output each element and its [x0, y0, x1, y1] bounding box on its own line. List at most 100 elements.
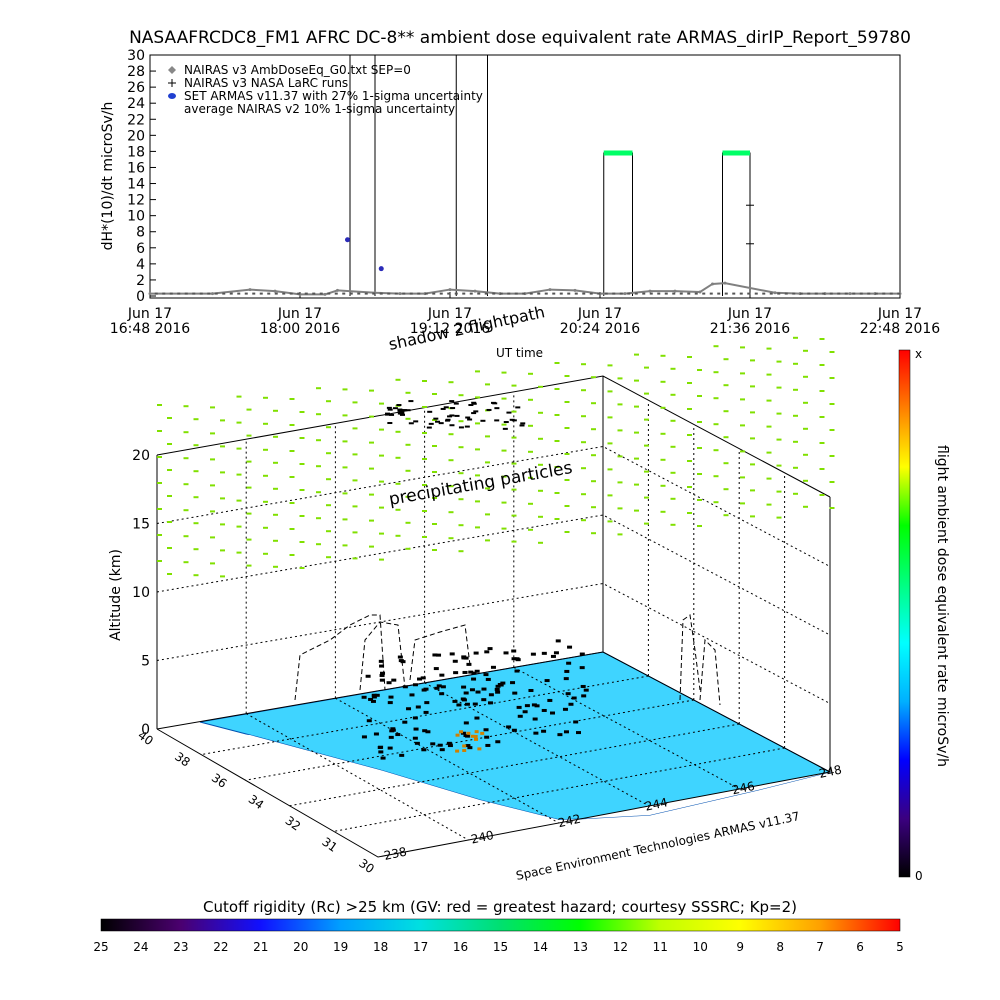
dose-colorbar-fill — [898, 349, 911, 878]
flight-track-point — [472, 702, 478, 706]
nairas-point — [648, 289, 652, 293]
nairas-point — [623, 292, 627, 296]
nairas-baseline-point — [342, 292, 346, 295]
flight-shadow-point — [426, 426, 432, 429]
flight-track-point — [368, 697, 374, 701]
flight-track-point — [378, 659, 384, 663]
floor-gridline — [201, 675, 649, 756]
nairas-baseline-point — [672, 292, 676, 295]
flight-track-point — [530, 652, 536, 656]
rigidity-tick-label: 9 — [736, 940, 744, 954]
nairas-baseline-point — [409, 292, 413, 295]
floor-gridline — [333, 747, 785, 832]
nairas-point — [773, 291, 777, 295]
flight-shadow-point — [520, 422, 526, 425]
flight-track-point — [533, 731, 539, 735]
dose-spike-line — [349, 54, 376, 296]
flight-track-point — [377, 745, 383, 749]
flight-shadow-point — [473, 410, 479, 413]
x-tick-label-date: Jun 17 — [427, 306, 472, 322]
x-tick-label-date: Jun 17 — [877, 306, 922, 322]
flight-shadow-point — [515, 406, 521, 409]
nairas-point — [248, 288, 252, 292]
floor-gridline — [289, 723, 740, 807]
flight-track-point — [563, 677, 569, 681]
flight-track-point — [547, 698, 553, 702]
nairas-baseline-point — [184, 292, 188, 295]
flight-track-point — [481, 698, 487, 702]
rigidity-tick-label: 15 — [493, 940, 508, 954]
nairas-baseline-point — [642, 292, 646, 295]
flight-track-point — [452, 659, 458, 663]
latitude-tick-label: 40 — [135, 728, 156, 748]
flight-track-point — [423, 710, 429, 714]
nairas-baseline-point — [462, 292, 466, 295]
nairas-baseline-point — [154, 292, 158, 295]
flight-track-point — [484, 735, 490, 739]
nairas-baseline-point — [319, 292, 323, 295]
flight-shadow-point — [465, 416, 471, 419]
nairas-baseline-point — [679, 292, 683, 295]
flight-shadow-point — [503, 421, 509, 424]
nairas-point — [573, 288, 577, 292]
altitude-tick-label: 10 — [132, 585, 150, 601]
rigidity-tick-label: 25 — [93, 940, 108, 954]
nairas-baseline-point — [417, 292, 421, 295]
flight-track-point — [439, 748, 445, 752]
nairas-baseline-point — [469, 292, 473, 295]
flight-track-point — [456, 703, 462, 707]
flight-shadow-point — [492, 402, 498, 405]
nairas-baseline-point — [702, 292, 706, 295]
flight-track-point — [485, 743, 491, 747]
rigidity-tick-label: 11 — [653, 940, 668, 954]
armas-point — [345, 237, 350, 243]
flight-track-point — [522, 710, 528, 714]
nairas-baseline-point — [627, 292, 631, 295]
nairas-baseline-point — [612, 292, 616, 295]
nairas-baseline-point — [574, 292, 578, 295]
flight-track-point — [415, 705, 421, 709]
ocean-floor — [157, 729, 830, 857]
nairas-baseline-point — [604, 292, 608, 295]
rigidity-colorbar: Cutoff rigidity (Rc) >25 km (GV: red = g… — [93, 898, 903, 954]
profile-line — [679, 614, 701, 701]
flight-track-point — [361, 735, 367, 739]
longitude-tick-label: 238 — [383, 844, 408, 862]
flight-track-point — [497, 683, 503, 687]
flight-shadow-point — [449, 424, 455, 427]
flight-track-point — [511, 728, 517, 732]
dose-spike-line — [603, 152, 633, 296]
flight-track-point — [553, 651, 559, 655]
nairas-baseline-point — [754, 292, 758, 295]
flight-track-point — [425, 730, 431, 734]
x-tick-label-time: 18:00 2016 — [260, 321, 341, 337]
flight-shadow-point — [387, 408, 393, 411]
nairas-baseline-point — [657, 292, 661, 295]
nairas-baseline-point — [484, 292, 488, 295]
legend-entry-label: average NAIRAS v2 10% 1-sigma uncertaint… — [184, 102, 455, 116]
altitude-gridline — [156, 514, 831, 636]
nairas-baseline-point — [267, 292, 271, 295]
flight-shadow-point — [519, 424, 525, 427]
flight-track-point — [452, 699, 458, 703]
flight-track-point — [374, 693, 380, 697]
nairas-baseline-point — [829, 292, 833, 295]
longitude-tick-label: 248 — [818, 762, 843, 780]
nairas-baseline-point — [364, 292, 368, 295]
flight-track-point — [446, 741, 452, 745]
flight-shadow-point — [385, 413, 391, 416]
flight-track-point — [463, 721, 469, 725]
flight-track-point — [463, 733, 469, 737]
y-tick-label: 26 — [127, 80, 145, 96]
nairas-point — [473, 289, 477, 293]
nairas-point — [148, 292, 152, 296]
flight-track-point — [465, 744, 471, 748]
flight-track-point — [524, 704, 530, 708]
flight-track-point — [503, 651, 509, 655]
flight-track-point — [488, 693, 494, 697]
longitude-tick-label: 242 — [557, 812, 582, 830]
flight-track-point — [550, 711, 556, 715]
